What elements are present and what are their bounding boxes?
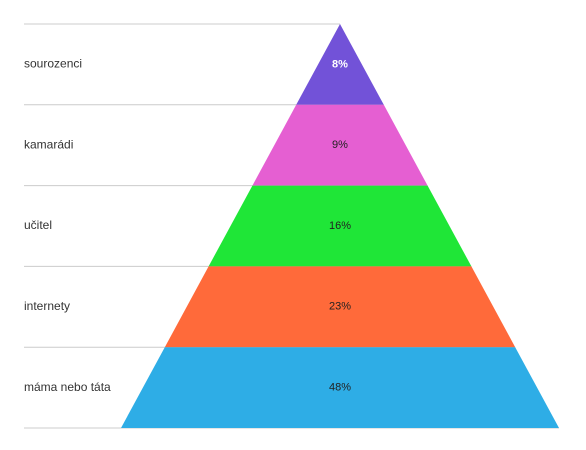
category-label-3: internety bbox=[24, 299, 70, 313]
pyramid-segment-0[interactable] bbox=[296, 24, 384, 105]
value-labels: 8% 9% 16% 23% 48% bbox=[329, 58, 351, 393]
pyramid-segment-1[interactable] bbox=[252, 104, 428, 186]
pyramid-segments bbox=[121, 24, 559, 428]
category-label-1: kamarádi bbox=[24, 137, 73, 151]
value-label-0: 8% bbox=[332, 58, 348, 70]
value-label-2: 16% bbox=[329, 220, 351, 232]
category-label-0: sourozenci bbox=[24, 57, 82, 71]
category-label-4: máma nebo táta bbox=[24, 380, 111, 394]
value-label-3: 23% bbox=[329, 301, 351, 313]
value-label-4: 48% bbox=[329, 382, 351, 394]
value-label-1: 9% bbox=[332, 139, 348, 151]
pyramid-segment-3[interactable] bbox=[164, 266, 516, 348]
category-labels: sourozenci kamarádi učitel internety máma ne… bbox=[24, 57, 111, 394]
category-label-2: učitel bbox=[24, 218, 52, 232]
pyramid-segment-2[interactable] bbox=[208, 185, 472, 267]
pyramid-segment-4[interactable] bbox=[121, 347, 559, 428]
